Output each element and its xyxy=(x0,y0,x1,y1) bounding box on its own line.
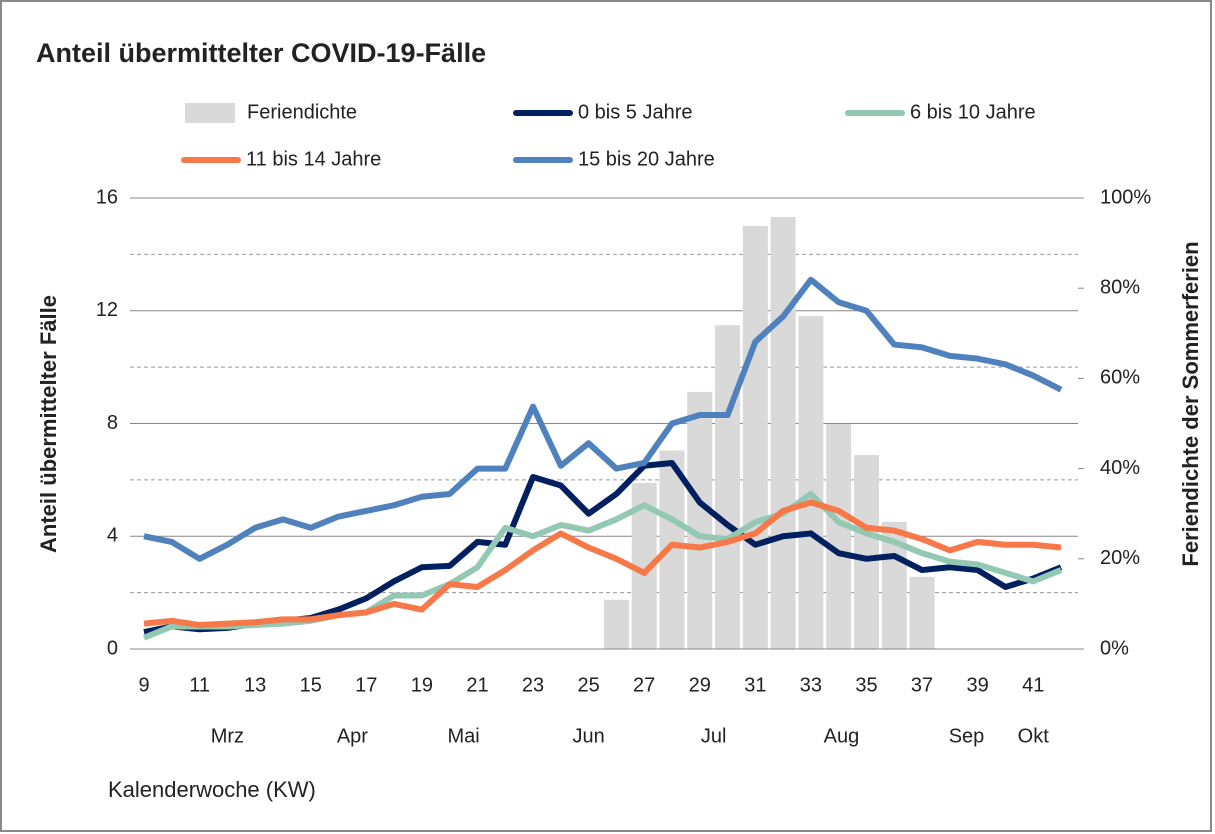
x-tick-label: 11 xyxy=(189,674,210,696)
month-label: Apr xyxy=(337,725,368,747)
legend-label: 0 bis 5 Jahre xyxy=(578,101,693,123)
line-series xyxy=(143,276,1063,562)
month-label: Aug xyxy=(824,725,860,747)
x-tick-label: 37 xyxy=(911,674,933,696)
y2-tick-label: 100% xyxy=(1100,186,1151,208)
month-label: Jun xyxy=(572,725,604,747)
bar xyxy=(798,316,824,649)
bar xyxy=(826,423,852,649)
y-tick-label: 4 xyxy=(107,525,118,547)
y-axis-label: Anteil übermittelter Fälle xyxy=(36,295,61,553)
x-tick-label: 13 xyxy=(244,674,266,696)
y2-tick-label: 60% xyxy=(1100,367,1140,389)
x-tick-label: 39 xyxy=(967,674,989,696)
x-tick-label: 17 xyxy=(355,674,377,696)
x-tick-label: 15 xyxy=(300,674,322,696)
x-tick-label: 23 xyxy=(522,674,544,696)
y2-tick-label: 0% xyxy=(1100,637,1129,659)
x-axis-label: Kalenderwoche (KW) xyxy=(108,777,316,802)
bar xyxy=(909,576,935,649)
bar xyxy=(603,599,629,649)
bar xyxy=(742,225,768,649)
y-tick-label: 8 xyxy=(107,412,118,434)
bar xyxy=(853,455,879,649)
y-tick-label: 0 xyxy=(107,637,118,659)
x-tick-label: 21 xyxy=(466,674,488,696)
x-tick-label: 29 xyxy=(689,674,711,696)
x-tick-label: 27 xyxy=(633,674,655,696)
x-tick-label: 9 xyxy=(138,674,149,696)
legend-label: Feriendichte xyxy=(247,101,357,123)
x-tick-label: 19 xyxy=(411,674,433,696)
legend-label: 6 bis 10 Jahre xyxy=(910,101,1036,123)
y2-tick-label: 20% xyxy=(1100,547,1140,569)
x-tick-label: 41 xyxy=(1022,674,1044,696)
month-label: Jul xyxy=(701,725,727,747)
y2-tick-label: 80% xyxy=(1100,276,1140,298)
month-label: Okt xyxy=(1018,725,1050,747)
bar xyxy=(687,391,713,649)
month-label: Mai xyxy=(447,725,479,747)
legend-swatch xyxy=(185,103,235,123)
y2-axis-label: Feriendichte der Sommerferien xyxy=(1178,241,1203,566)
line-series xyxy=(143,499,1062,629)
bar xyxy=(770,216,796,649)
legend-label: 15 bis 20 Jahre xyxy=(578,148,715,170)
y-tick-label: 12 xyxy=(96,299,118,321)
legend-label: 11 bis 14 Jahre xyxy=(246,148,381,170)
x-tick-label: 31 xyxy=(744,674,766,696)
x-tick-label: 35 xyxy=(855,674,877,696)
bar xyxy=(715,325,741,649)
x-tick-label: 25 xyxy=(577,674,599,696)
y2-tick-label: 40% xyxy=(1100,457,1140,479)
month-label: Sep xyxy=(949,725,985,747)
chart-title: Anteil übermittelter COVID-19-Fälle xyxy=(36,38,486,68)
month-label: Mrz xyxy=(211,725,244,747)
y-tick-label: 16 xyxy=(96,186,118,208)
x-tick-label: 33 xyxy=(800,674,822,696)
